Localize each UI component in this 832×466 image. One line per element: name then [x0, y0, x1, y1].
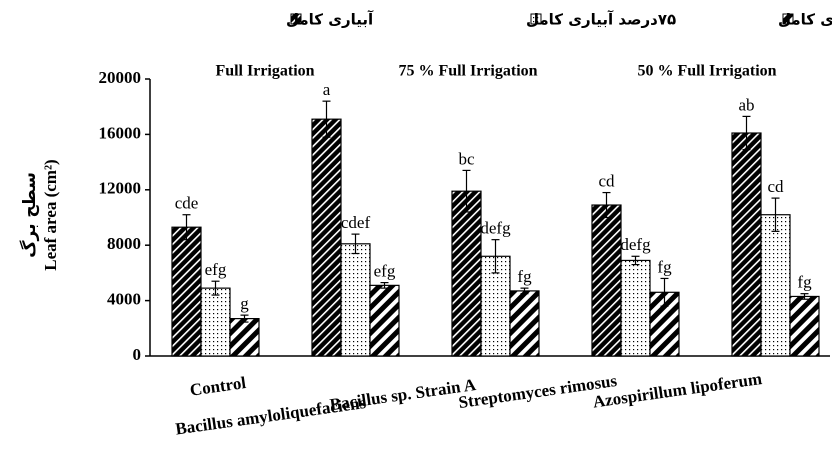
significance-letter: ab — [738, 95, 754, 114]
y-tick-label: 16000 — [99, 123, 142, 142]
error-bar — [182, 214, 191, 241]
error-bar — [351, 233, 360, 255]
error-bar — [322, 100, 331, 138]
significance-letter: efg — [374, 262, 396, 281]
error-bar — [520, 287, 529, 295]
significance-letter: cd — [767, 177, 784, 196]
bar — [340, 243, 371, 357]
y-tick-label: 8000 — [107, 234, 141, 253]
significance-letter: bc — [458, 149, 475, 168]
y-axis-label-fa: سطح برگ — [20, 172, 40, 258]
y-tick-label: 20000 — [99, 68, 142, 87]
x-tick-label: Bacillus sp. Strain A — [329, 375, 478, 414]
error-bar — [462, 169, 471, 213]
bar — [509, 290, 540, 357]
bar — [369, 284, 400, 357]
error-bar — [240, 314, 249, 323]
error-bar — [631, 255, 640, 266]
y-axis-label: Leaf area (cm²) — [41, 159, 60, 270]
bar — [760, 214, 791, 357]
bar — [731, 132, 762, 357]
error-bar — [491, 239, 500, 274]
x-tick-label: Azospirillum lipoferum — [592, 369, 763, 412]
legend-label: 75 % Full Irrigation — [398, 63, 537, 80]
legend-label: Full Irrigation — [215, 63, 314, 80]
legend-swatch — [782, 13, 794, 25]
legend-label-fa: ۵۰درصد آبیاری کامل — [778, 11, 832, 29]
legend-swatch — [290, 13, 302, 25]
bar — [229, 318, 260, 357]
error-bar — [742, 115, 751, 151]
y-tick-label: 4000 — [107, 290, 141, 309]
significance-letter: defg — [480, 219, 511, 238]
legend-label-fa: آبیاری کامل — [286, 11, 374, 29]
bar — [789, 295, 820, 357]
significance-letter: fg — [797, 273, 812, 292]
significance-letter: cd — [598, 171, 615, 190]
error-bar — [660, 277, 669, 307]
significance-letter: g — [240, 294, 249, 313]
significance-letter: fg — [517, 267, 532, 286]
error-bar — [602, 191, 611, 219]
significance-letter: cde — [175, 194, 199, 213]
legend-label: 50 % Full Irrigation — [637, 63, 776, 80]
significance-letter: defg — [620, 235, 651, 254]
bar — [311, 118, 342, 357]
significance-letter: a — [323, 80, 331, 99]
bar — [620, 259, 651, 357]
bar — [591, 204, 622, 357]
legend-swatch — [530, 13, 542, 25]
x-tick-label: Control — [189, 373, 248, 400]
bar — [451, 190, 482, 357]
error-bar — [380, 281, 389, 289]
significance-letter: cdef — [341, 213, 371, 232]
legend-label-fa: ۷۵درصد آبیاری کامل — [526, 11, 676, 29]
y-tick-label: 0 — [133, 345, 142, 364]
y-tick-label: 12000 — [99, 179, 142, 198]
error-bar — [211, 280, 220, 296]
error-bar — [800, 293, 809, 300]
significance-letter: efg — [205, 260, 227, 279]
bar — [200, 287, 231, 357]
bar — [171, 226, 202, 357]
significance-letter: fg — [657, 257, 672, 276]
error-bar — [771, 197, 780, 232]
